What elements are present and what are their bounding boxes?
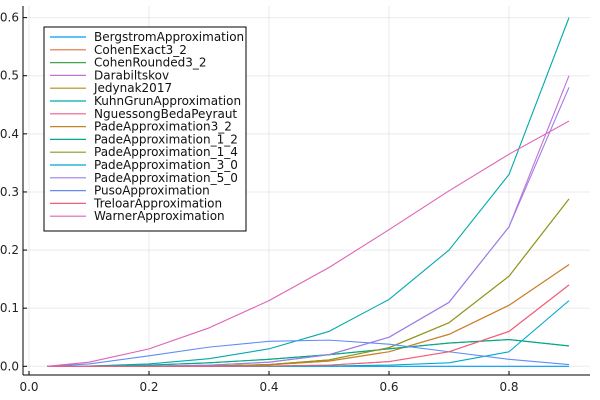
y-tick-label: 0.4 — [0, 127, 19, 141]
x-tick-label: 0.8 — [499, 380, 518, 394]
legend: BergstromApproximationCohenExact3_2Cohen… — [43, 26, 247, 232]
legend-label: PadeApproximation_5_0 — [94, 171, 238, 185]
y-tick-label: 0.3 — [0, 185, 19, 199]
y-tick-label: 0.2 — [0, 243, 19, 257]
legend-label: PadeApproximation_1_2 — [94, 132, 238, 146]
legend-label: Jedynak2017 — [93, 81, 172, 95]
plot-area — [46, 17, 570, 367]
legend-label: CohenRounded3_2 — [94, 56, 207, 70]
legend-label: Darabiltskov — [94, 68, 169, 82]
y-tick-label: 0.0 — [0, 359, 19, 373]
series-line — [46, 339, 570, 367]
series-line — [47, 284, 570, 367]
y-tick-label: 0.6 — [0, 11, 19, 25]
legend-label: BergstromApproximation — [94, 30, 244, 44]
x-tick-label: 0.2 — [139, 380, 158, 394]
legend-label: PadeApproximation_1_4 — [94, 145, 238, 159]
series-line — [46, 17, 570, 367]
legend-label: WarnerApproximation — [94, 209, 225, 223]
x-tick-label: 0.4 — [259, 380, 278, 394]
legend-label: KuhnGrunApproximation — [94, 94, 241, 108]
legend-label: PusoApproximation — [94, 184, 210, 198]
x-tick-label: 0.6 — [379, 380, 398, 394]
tick-labels: 0.0 0.2 0.4 0.6 0.8 0.0 0.1 0.2 0.3 0.4 0.5 0.6 — [0, 11, 519, 394]
x-tick-label: 0.0 — [19, 380, 38, 394]
axes — [22, 6, 590, 376]
legend-label: NguessongBedaPeyraut — [94, 107, 237, 121]
legend-label: CohenExact3_2 — [94, 43, 187, 57]
legend-box — [43, 26, 247, 232]
y-tick-label: 0.5 — [0, 69, 19, 83]
y-tick-label: 0.1 — [0, 301, 19, 315]
series-line — [47, 264, 570, 367]
series-line — [47, 264, 570, 367]
legend-label: PadeApproximation3_2 — [94, 120, 232, 134]
legend-label: TreloarApproximation — [93, 196, 222, 210]
series-line — [46, 120, 570, 367]
legend-label: PadeApproximation_3_0 — [94, 158, 238, 172]
